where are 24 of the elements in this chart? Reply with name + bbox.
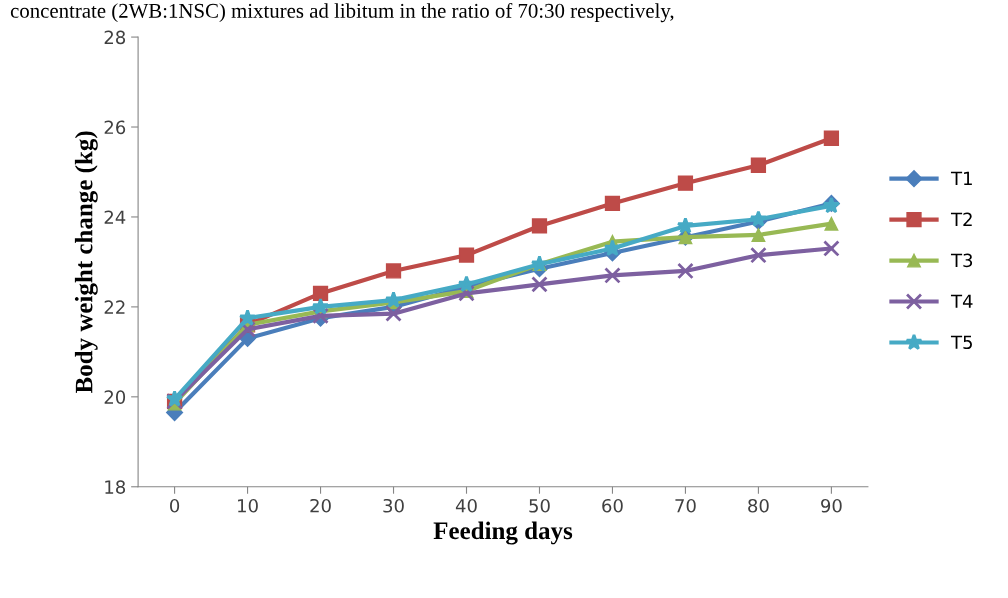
y-tick-label: 20 <box>104 390 126 404</box>
y-tick-label: 22 <box>104 300 125 314</box>
legend-label: T3 <box>950 253 973 268</box>
legend-label: T5 <box>950 335 972 350</box>
y-tick-label: 28 <box>104 30 126 45</box>
y-tick-label: 26 <box>104 120 126 135</box>
x-tick-label: 70 <box>675 498 696 513</box>
x-tick-label: 10 <box>238 498 258 513</box>
y-tick-label: 18 <box>105 480 126 494</box>
legend-label: T1 <box>950 171 972 186</box>
x-tick-label: 60 <box>602 498 623 513</box>
x-axis-title: Feeding days <box>433 521 573 545</box>
text: concentrate (2WB:1NSC) mixtures ad libitum in the ratio of 70:30 respectively, <box>10 2 674 23</box>
x-tick-label: 40 <box>455 498 477 513</box>
legend-label: T4 <box>950 294 973 308</box>
x-tick-label: 20 <box>310 498 331 513</box>
x-tick-label: 80 <box>748 498 769 513</box>
y-axis-title: Body weight change (kg) <box>74 131 98 394</box>
y-tick-label: 24 <box>104 210 126 224</box>
x-tick-label: 0 <box>170 498 180 513</box>
x-tick-label: 90 <box>821 498 842 513</box>
x-tick-label: 30 <box>383 498 404 513</box>
x-tick-label: 50 <box>529 498 550 513</box>
legend-label: T2 <box>950 212 972 226</box>
